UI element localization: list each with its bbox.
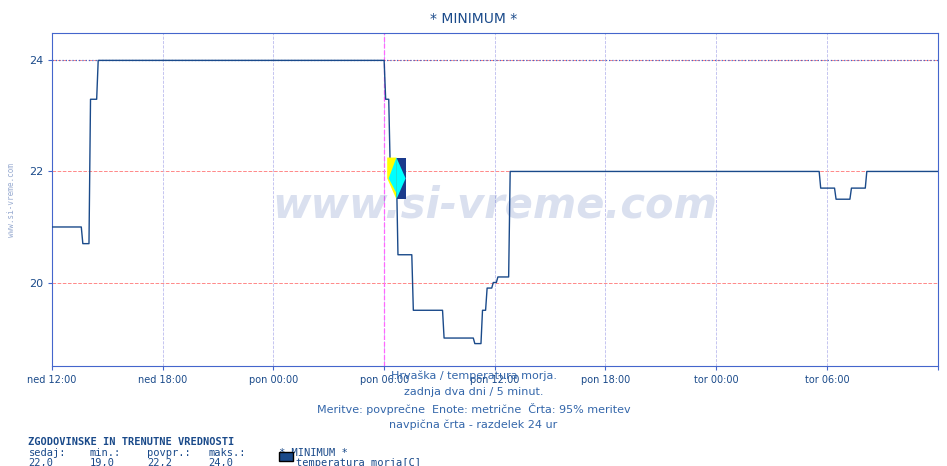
Polygon shape — [387, 158, 397, 199]
Text: maks.:: maks.: — [208, 448, 246, 458]
Text: sedaj:: sedaj: — [28, 448, 66, 458]
Text: navpična črta - razdelek 24 ur: navpična črta - razdelek 24 ur — [389, 419, 558, 430]
Text: Hrvaška / temperatura morja.: Hrvaška / temperatura morja. — [390, 370, 557, 381]
Polygon shape — [397, 158, 405, 199]
Text: min.:: min.: — [90, 448, 121, 458]
Text: 19,0: 19,0 — [90, 458, 115, 466]
Text: www.si-vreme.com: www.si-vreme.com — [273, 185, 717, 227]
Text: 24,0: 24,0 — [208, 458, 233, 466]
Text: ZGODOVINSKE IN TRENUTNE VREDNOSTI: ZGODOVINSKE IN TRENUTNE VREDNOSTI — [28, 437, 235, 447]
Text: 22,0: 22,0 — [28, 458, 53, 466]
Text: * MINIMUM *: * MINIMUM * — [430, 12, 517, 26]
Polygon shape — [388, 158, 397, 193]
Text: temperatura morja[C]: temperatura morja[C] — [296, 458, 421, 466]
Text: zadnja dva dni / 5 minut.: zadnja dva dni / 5 minut. — [403, 387, 544, 397]
Text: www.si-vreme.com: www.si-vreme.com — [7, 164, 16, 237]
Text: povpr.:: povpr.: — [147, 448, 190, 458]
Text: 22,2: 22,2 — [147, 458, 171, 466]
Polygon shape — [397, 158, 405, 199]
Text: * MINIMUM *: * MINIMUM * — [279, 448, 348, 458]
Text: Meritve: povprečne  Enote: metrične  Črta: 95% meritev: Meritve: povprečne Enote: metrične Črta:… — [316, 403, 631, 415]
